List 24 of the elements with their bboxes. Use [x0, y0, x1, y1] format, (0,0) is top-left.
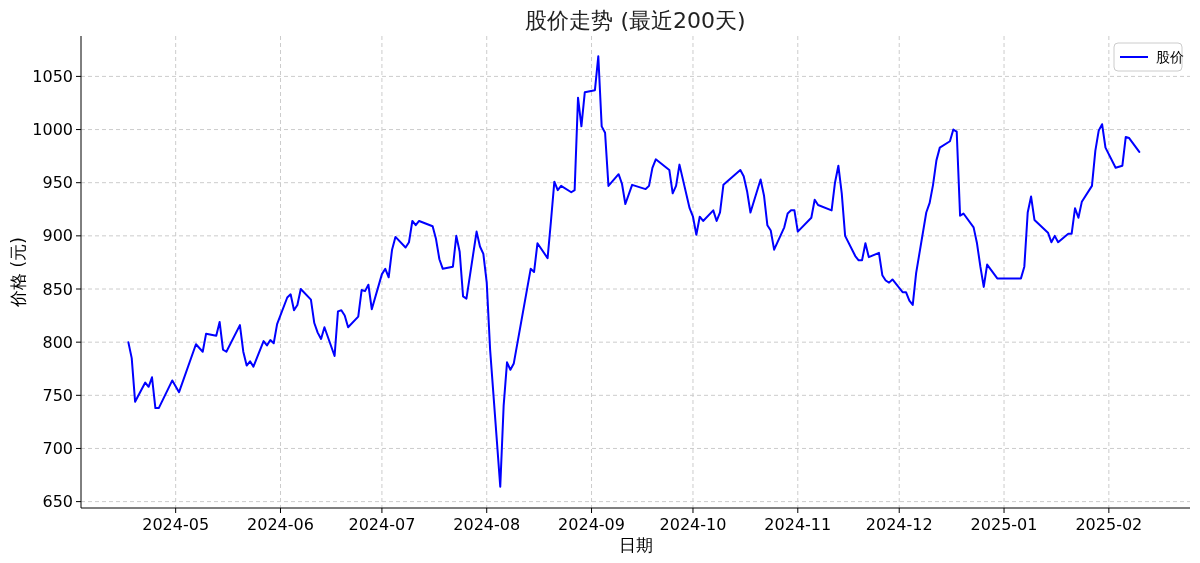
- y-tick-label: 700: [42, 439, 73, 459]
- x-axis-title: 日期: [618, 535, 653, 555]
- y-tick-label: 900: [42, 226, 73, 246]
- x-tick-label: 2025-01: [970, 515, 1038, 534]
- y-tick-label: 1050: [32, 67, 73, 86]
- legend-label: 股价: [1156, 48, 1184, 65]
- y-tick-label: 750: [42, 385, 73, 405]
- x-tick-label: 2024-11: [764, 515, 832, 534]
- line-series: [127, 55, 1141, 488]
- x-tick-label: 2024-06: [247, 515, 314, 534]
- x-tick-label: 2024-08: [453, 515, 521, 534]
- y-tick-label: 850: [42, 279, 73, 299]
- y-axis-title: 价格 (元): [8, 237, 28, 308]
- y-tick-label: 950: [42, 173, 73, 193]
- x-tick-label: 2024-07: [348, 515, 416, 534]
- x-tick-label: 2024-12: [865, 515, 933, 534]
- x-tick-label: 2024-05: [142, 515, 210, 534]
- x-tick-label: 2025-02: [1075, 515, 1143, 534]
- y-tick-label: 1000: [32, 120, 73, 140]
- x-tick-label: 2024-09: [558, 515, 625, 534]
- y-tick-label: 800: [42, 332, 73, 352]
- chart-title: 股价走势 (最近200天): [525, 8, 746, 33]
- x-tick-label: 2024-10: [659, 515, 727, 534]
- y-tick-label: 650: [42, 492, 73, 512]
